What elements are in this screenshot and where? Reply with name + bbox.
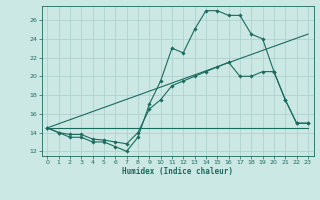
X-axis label: Humidex (Indice chaleur): Humidex (Indice chaleur) bbox=[122, 167, 233, 176]
